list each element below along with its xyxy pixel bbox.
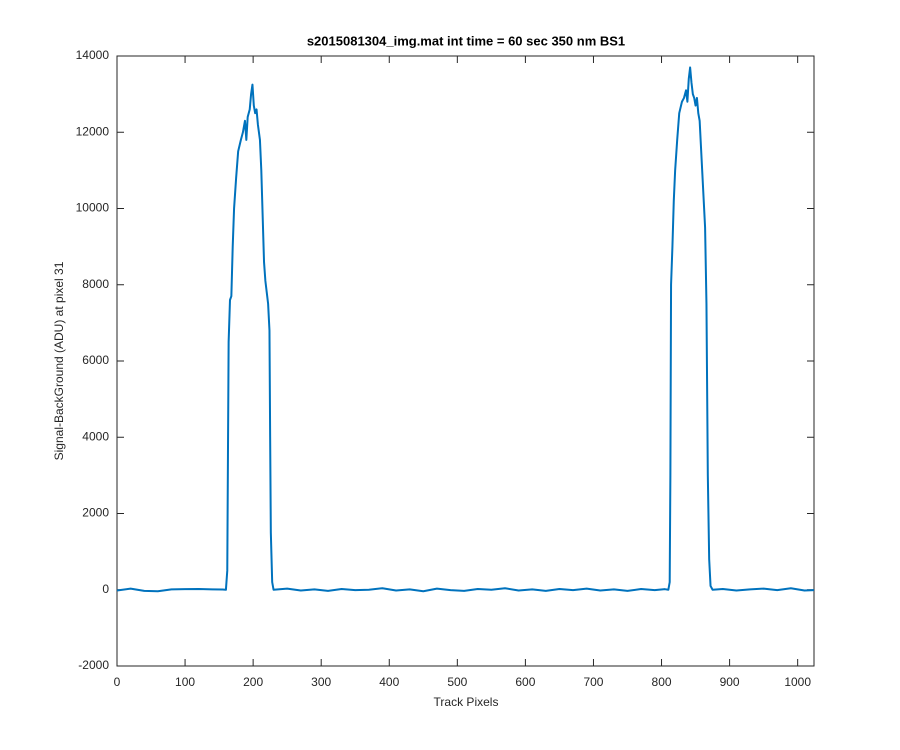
x-tick-label: 400 — [379, 675, 399, 689]
y-tick-label: -2000 — [78, 658, 109, 672]
x-tick-label: 300 — [311, 675, 331, 689]
x-tick-label: 100 — [175, 675, 195, 689]
y-tick-label: 0 — [102, 582, 109, 596]
x-tick-label: 800 — [652, 675, 672, 689]
y-axis-label: Signal-BackGround (ADU) at pixel 31 — [52, 261, 66, 460]
chart-title: s2015081304_img.mat int time = 60 sec 35… — [307, 33, 625, 48]
data-line — [116, 66, 815, 593]
x-tick-label: 200 — [243, 675, 263, 689]
y-tick-label: 10000 — [76, 201, 110, 215]
x-tick-label: 0 — [114, 675, 121, 689]
y-tick-label: 14000 — [76, 48, 110, 62]
x-tick-label: 500 — [447, 675, 467, 689]
x-axis-label: Track Pixels — [434, 695, 499, 709]
y-tick-label: 8000 — [82, 277, 109, 291]
y-tick-label: 12000 — [76, 124, 110, 138]
x-tick-label: 700 — [583, 675, 603, 689]
x-tick-label: 900 — [720, 675, 740, 689]
x-tick-label: 1000 — [784, 675, 811, 689]
x-tick-label: 600 — [515, 675, 535, 689]
y-tick-label: 4000 — [82, 429, 109, 443]
y-tick-label: 2000 — [82, 506, 109, 520]
y-tick-label: 6000 — [82, 353, 109, 367]
